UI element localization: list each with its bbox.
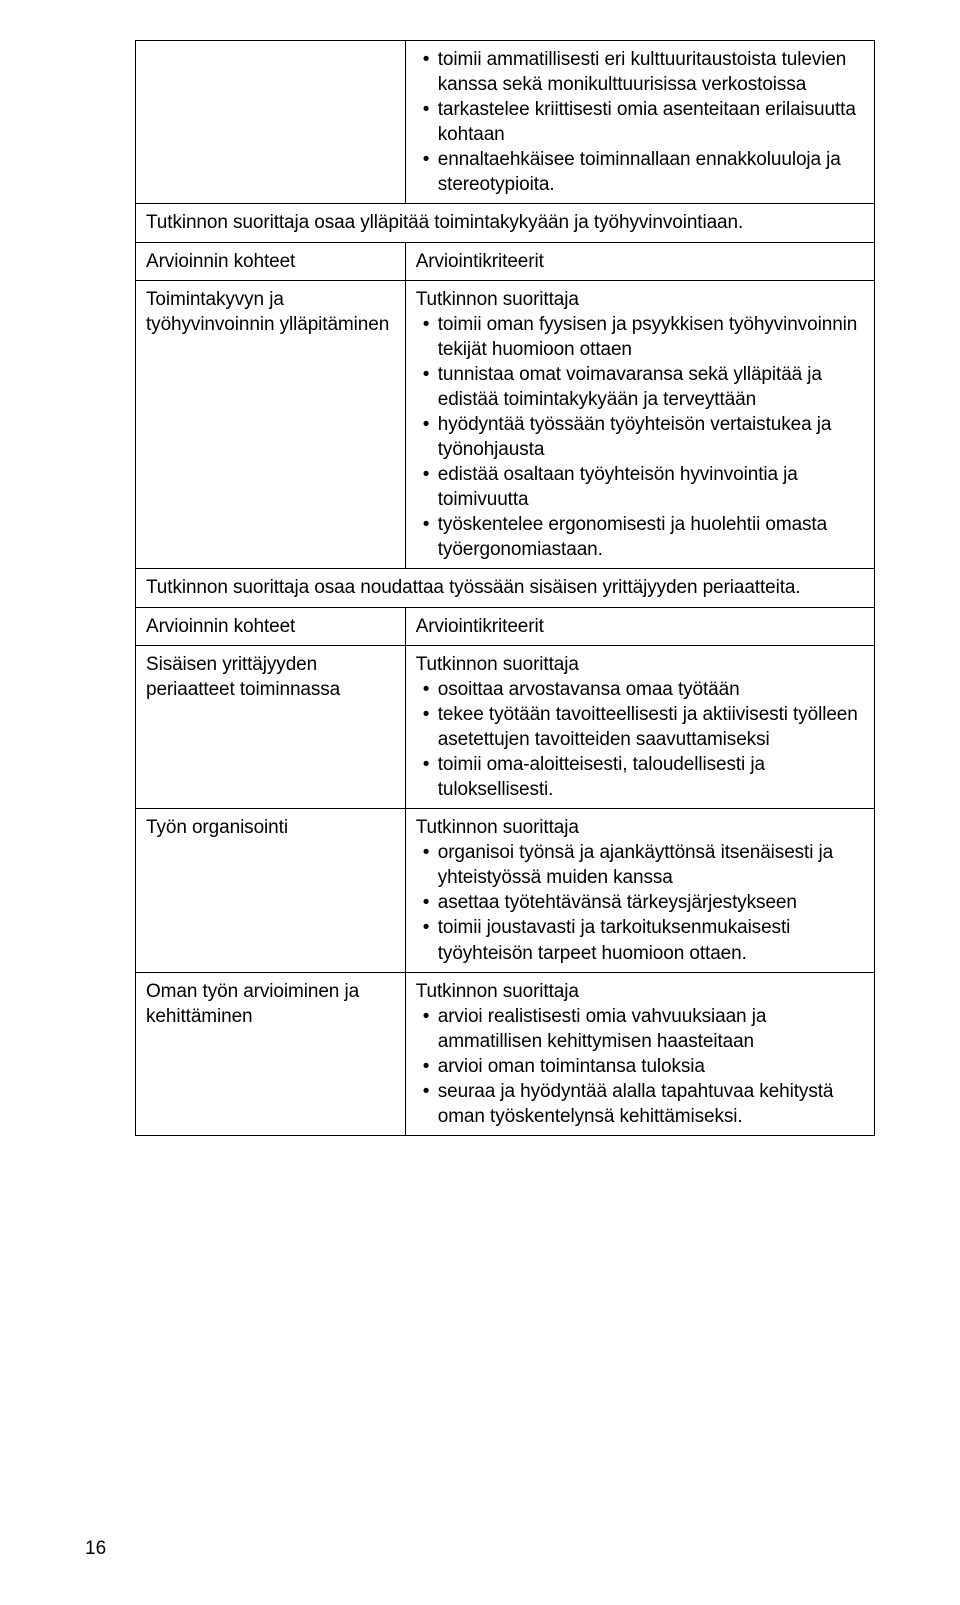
- bullet-list: osoittaa arvostavansa omaa työtään tekee…: [416, 677, 864, 802]
- cell-criteria: Tutkinnon suorittaja arvioi realistisest…: [405, 972, 874, 1135]
- cell-criteria: Tutkinnon suorittaja toimii oman fyysise…: [405, 280, 874, 569]
- bullet-item: työskentelee ergonomisesti ja huolehtii …: [416, 512, 864, 562]
- criteria-table: toimii ammatillisesti eri kulttuuritaust…: [135, 40, 875, 1136]
- bullet-item: edistää osaltaan työyhteisön hyvinvointi…: [416, 462, 864, 512]
- bullet-list: arvioi realistisesti omia vahvuuksiaan j…: [416, 1004, 864, 1129]
- criteria-intro: Tutkinnon suorittaja: [416, 815, 864, 840]
- bullet-item: ennaltaehkäisee toiminnallaan ennakkoluu…: [416, 147, 864, 197]
- table-row: Työn organisointi Tutkinnon suorittaja o…: [136, 809, 875, 972]
- table-row: Sisäisen yrittäjyyden periaatteet toimin…: [136, 645, 875, 808]
- column-header-row: Arvioinnin kohteet Arviointikriteerit: [136, 242, 875, 280]
- col-header-left: Arvioinnin kohteet: [136, 607, 406, 645]
- cell-criteria: Tutkinnon suorittaja organisoi työnsä ja…: [405, 809, 874, 972]
- criteria-intro: Tutkinnon suorittaja: [416, 287, 864, 312]
- cell-target: Työn organisointi: [136, 809, 406, 972]
- bullet-item: toimii joustavasti ja tarkoituksenmukais…: [416, 915, 864, 965]
- bullet-list: organisoi työnsä ja ajankäyttönsä itsenä…: [416, 840, 864, 965]
- cell-criteria: Tutkinnon suorittaja osoittaa arvostavan…: [405, 645, 874, 808]
- cell-target: Sisäisen yrittäjyyden periaatteet toimin…: [136, 645, 406, 808]
- cell-target: Toimintakyvyn ja työhyvinvoinnin ylläpit…: [136, 280, 406, 569]
- cell-empty: [136, 41, 406, 204]
- bullet-item: organisoi työnsä ja ajankäyttönsä itsenä…: [416, 840, 864, 890]
- bullet-item: hyödyntää työssään työyhteisön vertaistu…: [416, 412, 864, 462]
- criteria-intro: Tutkinnon suorittaja: [416, 979, 864, 1004]
- bullet-item: toimii oma-aloitteisesti, taloudellisest…: [416, 752, 864, 802]
- bullet-item: arvioi realistisesti omia vahvuuksiaan j…: [416, 1004, 864, 1054]
- bullet-list: toimii oman fyysisen ja psyykkisen työhy…: [416, 312, 864, 563]
- bullet-item: tarkastelee kriittisesti omia asenteitaa…: [416, 97, 864, 147]
- bullet-item: asettaa työtehtävänsä tärkeysjärjestykse…: [416, 890, 864, 915]
- col-header-right: Arviointikriteerit: [405, 242, 874, 280]
- page-number: 16: [85, 1538, 106, 1560]
- table-row: Oman työn arvioiminen ja kehittäminen Tu…: [136, 972, 875, 1135]
- bullet-item: arvioi oman toimintansa tuloksia: [416, 1054, 864, 1079]
- col-header-left: Arvioinnin kohteet: [136, 242, 406, 280]
- criteria-intro: Tutkinnon suorittaja: [416, 652, 864, 677]
- col-header-right: Arviointikriteerit: [405, 607, 874, 645]
- table-row: toimii ammatillisesti eri kulttuuritaust…: [136, 41, 875, 204]
- cell-criteria: toimii ammatillisesti eri kulttuuritaust…: [405, 41, 874, 204]
- bullet-item: tekee työtään tavoitteellisesti ja aktii…: [416, 702, 864, 752]
- bullet-item: osoittaa arvostavansa omaa työtään: [416, 677, 864, 702]
- table-row: Toimintakyvyn ja työhyvinvoinnin ylläpit…: [136, 280, 875, 569]
- bullet-list: toimii ammatillisesti eri kulttuuritaust…: [416, 47, 864, 197]
- column-header-row: Arvioinnin kohteet Arviointikriteerit: [136, 607, 875, 645]
- bullet-item: tunnistaa omat voimavaransa sekä ylläpit…: [416, 362, 864, 412]
- cell-target: Oman työn arvioiminen ja kehittäminen: [136, 972, 406, 1135]
- section-header: Tutkinnon suorittaja osaa noudattaa työs…: [136, 569, 875, 607]
- section-header-row: Tutkinnon suorittaja osaa ylläpitää toim…: [136, 204, 875, 242]
- document-page: toimii ammatillisesti eri kulttuuritaust…: [0, 0, 960, 1605]
- section-header-row: Tutkinnon suorittaja osaa noudattaa työs…: [136, 569, 875, 607]
- bullet-item: seuraa ja hyödyntää alalla tapahtuvaa ke…: [416, 1079, 864, 1129]
- bullet-item: toimii oman fyysisen ja psyykkisen työhy…: [416, 312, 864, 362]
- section-header: Tutkinnon suorittaja osaa ylläpitää toim…: [136, 204, 875, 242]
- bullet-item: toimii ammatillisesti eri kulttuuritaust…: [416, 47, 864, 97]
